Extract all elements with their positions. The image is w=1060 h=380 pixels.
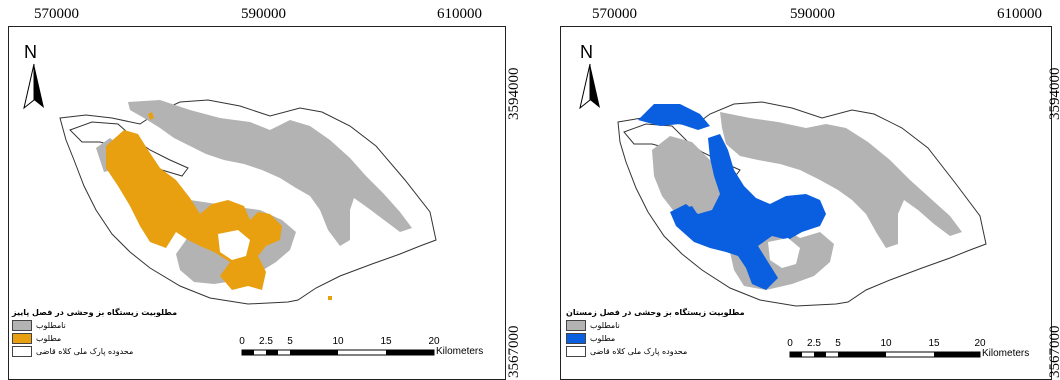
scale-label: 5: [835, 338, 841, 349]
legend-label: مطلوب: [590, 334, 616, 343]
legend-label: محدوده پارک ملی کلاه قاضی: [36, 347, 134, 356]
scale-bar-labels: 0 2.5 5 10 15 20: [530, 338, 1060, 352]
scale-bar: [241, 349, 435, 356]
legend-label: مطلوب: [36, 334, 62, 343]
x-tick-label: 570000: [592, 6, 637, 22]
x-tick-label: 610000: [437, 6, 482, 22]
north-label: N: [580, 42, 593, 62]
legend-item: مطلوب: [566, 332, 745, 345]
map-panel-winter: 570000 590000 610000 3594000 3567000 N م…: [530, 0, 1060, 380]
x-tick-label: 610000: [997, 6, 1042, 22]
scale-bar-labels: 0 2.5 5 10 15 20: [0, 336, 530, 350]
map-legend: مطلوبیت زیستگاه بز وحشی در فصل پاییز نام…: [12, 308, 177, 358]
legend-title: مطلوبیت زیستگاه بز وحشی در فصل پاییز: [12, 308, 178, 317]
legend-swatch: [12, 320, 32, 331]
x-tick-label: 590000: [790, 6, 835, 22]
scale-label: 2.5: [259, 336, 273, 347]
scale-label: 15: [380, 336, 392, 347]
scale-label: 2.5: [807, 338, 821, 349]
scale-bar: [789, 351, 981, 358]
legend-title: مطلوبیت زیستگاه بز وحشی در فصل زمستان: [566, 308, 745, 317]
scale-unit: Kilometers: [436, 346, 484, 357]
legend-swatch: [566, 320, 586, 331]
habitat-unsuitable: [720, 112, 962, 248]
habitat-suitable: [328, 296, 332, 300]
legend-swatch: [566, 346, 586, 357]
map-canvas: [617, 101, 987, 307]
scale-label: 0: [787, 338, 793, 349]
north-label: N: [24, 42, 37, 62]
x-tick-label: 590000: [241, 6, 286, 22]
scale-unit: Kilometers: [982, 348, 1030, 359]
habitat-suitable: [148, 112, 154, 120]
scale-label: 10: [332, 336, 344, 347]
legend-item: نامطلوب: [566, 319, 745, 332]
north-arrow-icon: [579, 63, 600, 110]
legend-swatch: [12, 333, 32, 344]
habitat-unsuitable: [128, 100, 412, 246]
legend-item: محدوده پارک ملی کلاه قاضی: [12, 345, 177, 358]
x-tick-label: 570000: [34, 6, 79, 22]
scale-label: 5: [287, 336, 293, 347]
lake-hole: [218, 230, 250, 260]
legend-swatch: [12, 346, 32, 357]
legend-swatch: [566, 333, 586, 344]
map-legend: مطلوبیت زیستگاه بز وحشی در فصل زمستان نا…: [566, 308, 745, 358]
habitat-suitable: [638, 104, 710, 130]
legend-item: نامطلوب: [12, 319, 177, 332]
habitat-suitable: [678, 206, 700, 226]
north-arrow-icon: [23, 63, 44, 110]
scale-label: 10: [880, 338, 892, 349]
map-panel-autumn: 570000 590000 610000 3594000 3567000 N م…: [0, 0, 530, 380]
legend-item: محدوده پارک ملی کلاه قاضی: [566, 345, 745, 358]
scale-label: 0: [239, 336, 245, 347]
map-canvas: [59, 99, 437, 305]
scale-label: 20: [974, 338, 986, 349]
legend-label: محدوده پارک ملی کلاه قاضی: [590, 347, 688, 356]
lake-hole: [768, 238, 800, 268]
legend-item: مطلوب: [12, 332, 177, 345]
legend-label: نامطلوب: [36, 321, 66, 330]
habitat-suitable: [670, 134, 826, 290]
scale-label: 15: [928, 338, 940, 349]
legend-label: نامطلوب: [590, 321, 620, 330]
scale-label: 20: [428, 336, 440, 347]
